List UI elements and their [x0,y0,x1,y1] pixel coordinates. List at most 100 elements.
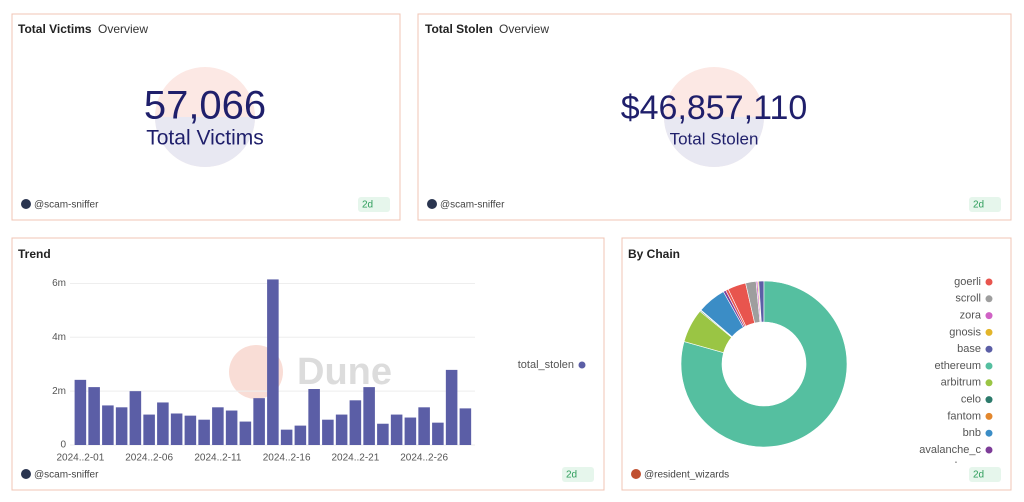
panel [417,13,1012,221]
avatar [21,199,31,209]
tab[interactable]: Overview [499,22,549,36]
decor [155,117,255,167]
panel [11,13,401,221]
bar [377,423,389,445]
x-tick-label: 2024..2-16 [263,453,311,464]
bar [308,389,320,445]
x-tick-label: 2024..2-26 [400,453,448,464]
bar [390,414,403,445]
bar [143,414,155,445]
x-tick-label: 2024..2-01 [56,453,104,464]
pie-slice [725,288,747,328]
bar [115,407,128,445]
age-badge [969,467,1001,482]
legend-label: arbitrum [941,377,981,389]
age-badge [358,197,390,212]
bar [363,387,375,445]
legend-label: scroll [955,293,981,305]
y-tick-label: 6m [52,278,66,289]
bar [418,407,430,445]
counter-label: Total Stolen [670,129,759,148]
legend-marker [985,328,993,336]
bar [88,387,100,445]
legend-label: celo [961,394,981,406]
bar [184,415,197,445]
bar [404,417,417,445]
avatar [427,199,437,209]
bar [212,407,224,445]
legend-label: ethereum [935,360,981,372]
watermark: Dune [297,351,392,393]
bar [349,400,362,445]
legend-label: base [957,343,981,355]
counter-value: $46,857,110 [621,89,808,127]
tab[interactable]: Overview [98,22,148,36]
bar [239,421,252,445]
chart-title: Trend [18,247,51,261]
x-tick-label: 2024..2-21 [331,453,379,464]
bar [432,422,444,445]
bar [129,391,142,445]
age-badge [969,197,1001,212]
bar [253,398,265,445]
bar [267,279,279,445]
avatar [631,469,641,479]
bar [157,402,169,445]
x-tick-label: 2024..2-06 [125,453,173,464]
legend-label: avalanche_c [919,444,981,456]
legend-marker [985,345,993,353]
legend-marker [985,446,993,454]
pie-slice [680,280,848,448]
age: 2d [362,200,373,211]
avatar [21,469,31,479]
legend-marker [985,362,993,370]
legend-marker [578,361,586,369]
legend-marker [985,312,993,320]
legend-label: polygon [942,461,981,473]
bar [280,429,293,445]
age: 2d [566,470,577,481]
panel [11,237,605,491]
legend-label: goerli [954,276,981,288]
legend-label: total_stolen [518,359,574,371]
legend-label: fantom [947,410,981,422]
legend-label: bnb [963,427,981,439]
legend-marker [985,295,993,303]
age-badge [562,467,594,482]
bar [445,369,458,445]
y-tick-label: 4m [52,332,66,343]
legend-marker [985,429,993,437]
decor [664,117,764,167]
x-tick-label: 2024..2-11 [194,453,242,464]
legend-marker [985,379,993,387]
age: 2d [973,470,984,481]
y-tick-label: 0 [60,440,66,451]
panel-title: Total Stolen [425,22,493,36]
author[interactable]: @scam-sniffer [34,470,99,481]
bar [74,379,87,445]
legend-label: zora [960,310,982,322]
bar [459,408,472,445]
legend-marker [985,412,993,420]
y-tick-label: 2m [52,386,66,397]
counter-value: 57,066 [144,84,266,128]
panel [621,237,1012,491]
legend-marker [985,278,993,286]
bar [198,419,210,445]
age: 2d [973,200,984,211]
bar [322,419,334,445]
author[interactable]: @resident_wizards [644,470,729,481]
counter-label: Total Victims [146,127,263,150]
bar [294,425,307,445]
chart-title: By Chain [628,247,680,261]
author[interactable]: @scam-sniffer [34,200,99,211]
panel-title: Total Victims [18,22,92,36]
pie-group: goerli scroll zora gnosis base ethereum arbitr… [680,276,993,473]
bar [225,410,238,445]
bar [335,414,348,445]
legend-marker [985,396,993,404]
author[interactable]: @scam-sniffer [440,200,505,211]
bar [170,413,183,445]
bar [102,405,114,445]
